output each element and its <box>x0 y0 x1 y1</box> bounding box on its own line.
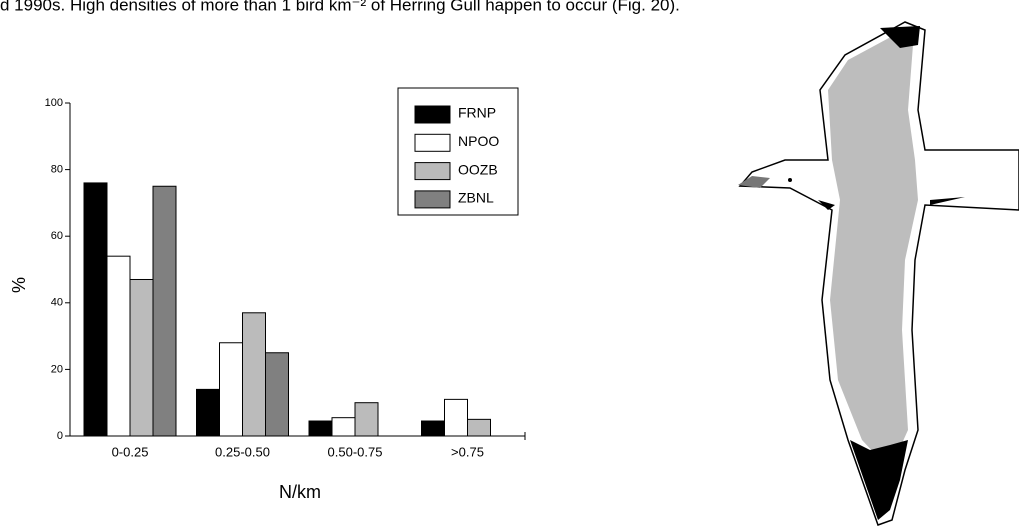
bar <box>331 417 356 437</box>
y-tick-label: 100 <box>45 97 63 109</box>
bar <box>83 182 108 437</box>
bar <box>444 398 468 437</box>
y-tick-label: 60 <box>51 230 63 242</box>
y-tick-label: 80 <box>51 164 63 176</box>
bar <box>308 420 333 437</box>
legend-label: NPOO <box>458 133 499 149</box>
bar <box>196 388 220 437</box>
y-tick-label: 0 <box>57 430 63 442</box>
x-tick-label: 0-0.25 <box>112 444 149 459</box>
bar <box>129 278 154 437</box>
legend-swatch <box>414 190 451 209</box>
y-tick-label: 40 <box>51 297 63 309</box>
y-tick-label: 20 <box>51 363 63 375</box>
bar <box>265 352 289 437</box>
bar <box>219 342 243 437</box>
legend-label: ZBNL <box>458 190 494 206</box>
x-tick-label: 0.50-0.75 <box>328 444 383 459</box>
body-text: d 1990s. High densities of more than 1 b… <box>0 0 680 14</box>
legend-label: OOZB <box>458 161 498 177</box>
x-tick-label: 0.25-0.50 <box>215 444 270 459</box>
bar <box>421 420 445 437</box>
bar <box>152 185 177 437</box>
bar <box>106 255 131 437</box>
x-tick-label: >0.75 <box>451 444 484 459</box>
legend-swatch <box>414 105 451 124</box>
legend-swatch <box>414 162 451 181</box>
bar <box>242 312 266 437</box>
bar <box>467 418 491 437</box>
y-axis-label: % <box>9 277 29 293</box>
bar <box>354 402 379 437</box>
legend-label: FRNP <box>458 105 496 121</box>
gull-illustration <box>738 21 1019 526</box>
legend-swatch <box>414 133 451 152</box>
x-axis-label: N/km <box>279 482 321 502</box>
